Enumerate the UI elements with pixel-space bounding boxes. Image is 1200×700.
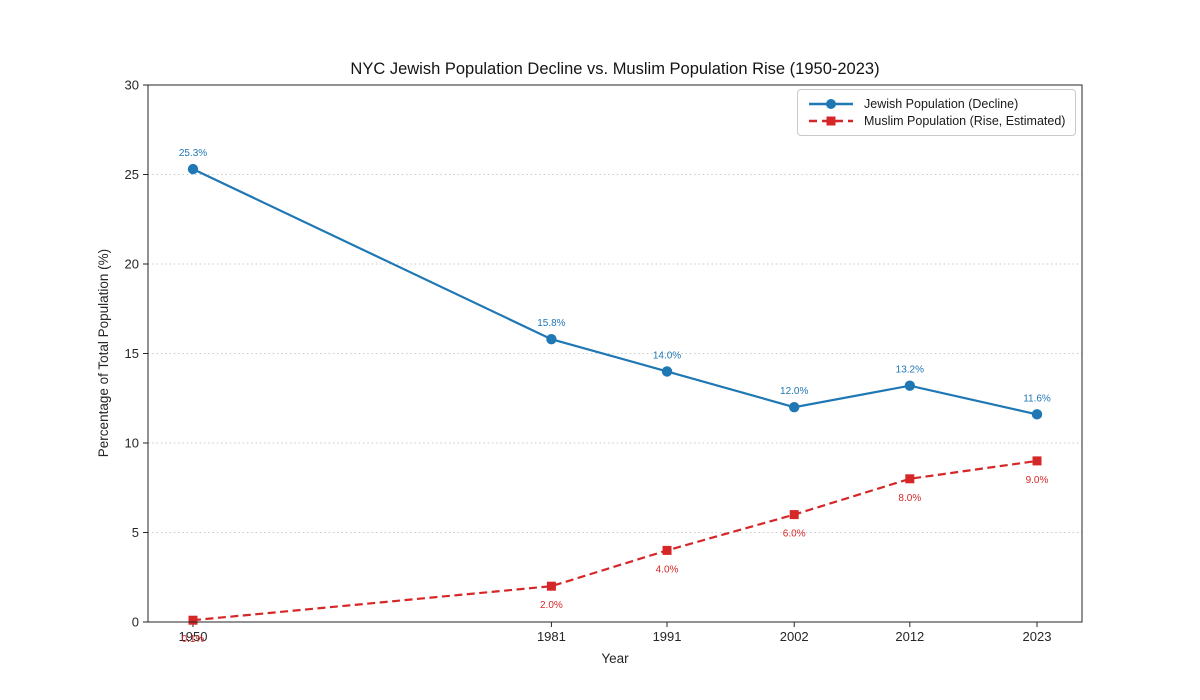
x-tick-label: 1950 bbox=[179, 629, 208, 644]
data-point-marker bbox=[905, 474, 915, 484]
data-point-label: 8.0% bbox=[898, 493, 921, 504]
series-line-0 bbox=[192, 168, 1038, 416]
y-tick-label: 15 bbox=[125, 346, 139, 361]
data-point-label: 25.3% bbox=[179, 148, 207, 159]
data-point-marker bbox=[1032, 456, 1042, 466]
legend: Jewish Population (Decline) Muslim Popul… bbox=[797, 89, 1076, 136]
data-point-label: 4.0% bbox=[656, 564, 679, 575]
data-point-label: 11.6% bbox=[1023, 393, 1051, 404]
y-axis-label: Percentage of Total Population (%) bbox=[96, 249, 111, 457]
data-point-label: 0.1% bbox=[182, 634, 205, 645]
legend-item-muslim: Muslim Population (Rise, Estimated) bbox=[807, 114, 1066, 128]
data-point-label: 6.0% bbox=[783, 529, 806, 540]
data-point-marker bbox=[789, 402, 800, 413]
x-tick-label: 2023 bbox=[1023, 629, 1052, 644]
data-point-marker bbox=[789, 510, 799, 520]
data-point-marker bbox=[661, 366, 673, 377]
data-point-marker bbox=[187, 163, 199, 175]
x-axis-label: Year bbox=[601, 651, 629, 666]
series-line-1 bbox=[192, 459, 1038, 622]
data-point-label: 15.8% bbox=[537, 318, 565, 329]
y-tick-label: 0 bbox=[132, 615, 139, 630]
y-tick-label: 20 bbox=[125, 257, 139, 272]
y-tick-label: 30 bbox=[125, 78, 139, 93]
x-tick-label: 2002 bbox=[780, 629, 809, 644]
y-tick-label: 10 bbox=[125, 436, 139, 451]
x-tick-label: 1991 bbox=[653, 629, 682, 644]
x-tick-label: 1981 bbox=[537, 629, 566, 644]
data-point-marker bbox=[1031, 409, 1043, 420]
data-point-marker bbox=[546, 333, 557, 345]
plot-border bbox=[147, 84, 1083, 623]
data-point-label: 9.0% bbox=[1026, 475, 1049, 486]
data-point-label: 12.0% bbox=[780, 386, 808, 397]
y-tick-label: 25 bbox=[125, 167, 139, 182]
data-point-marker bbox=[904, 380, 916, 391]
legend-line-sample-muslim bbox=[809, 116, 853, 126]
data-point-label: 13.2% bbox=[896, 365, 924, 376]
y-tick-label: 5 bbox=[132, 525, 139, 540]
legend-label-muslim: Muslim Population (Rise, Estimated) bbox=[864, 113, 1066, 128]
legend-item-jewish: Jewish Population (Decline) bbox=[807, 97, 1066, 111]
data-point-marker bbox=[662, 545, 672, 555]
data-point-label: 14.0% bbox=[653, 350, 681, 361]
legend-label-jewish: Jewish Population (Decline) bbox=[864, 96, 1019, 111]
data-point-label: 2.0% bbox=[540, 600, 563, 611]
x-tick-label: 2012 bbox=[895, 629, 924, 644]
chart-title: NYC Jewish Population Decline vs. Muslim… bbox=[350, 60, 879, 78]
legend-line-sample-jewish bbox=[809, 99, 853, 109]
data-point-marker bbox=[546, 581, 556, 591]
data-point-marker bbox=[188, 615, 198, 625]
